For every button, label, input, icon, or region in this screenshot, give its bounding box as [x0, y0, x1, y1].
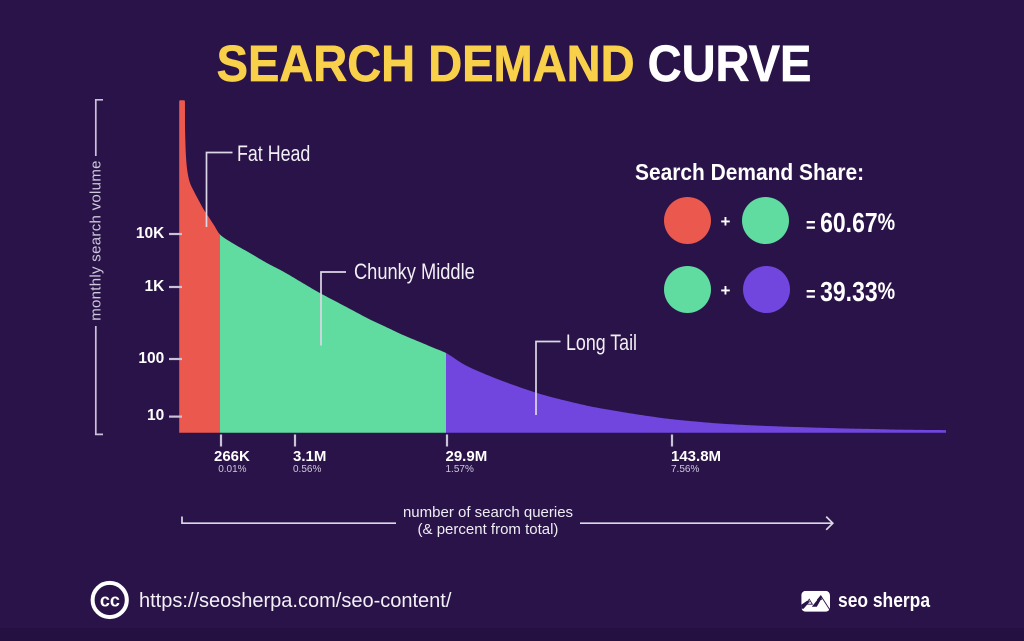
svg-text:cc: cc — [100, 590, 120, 610]
